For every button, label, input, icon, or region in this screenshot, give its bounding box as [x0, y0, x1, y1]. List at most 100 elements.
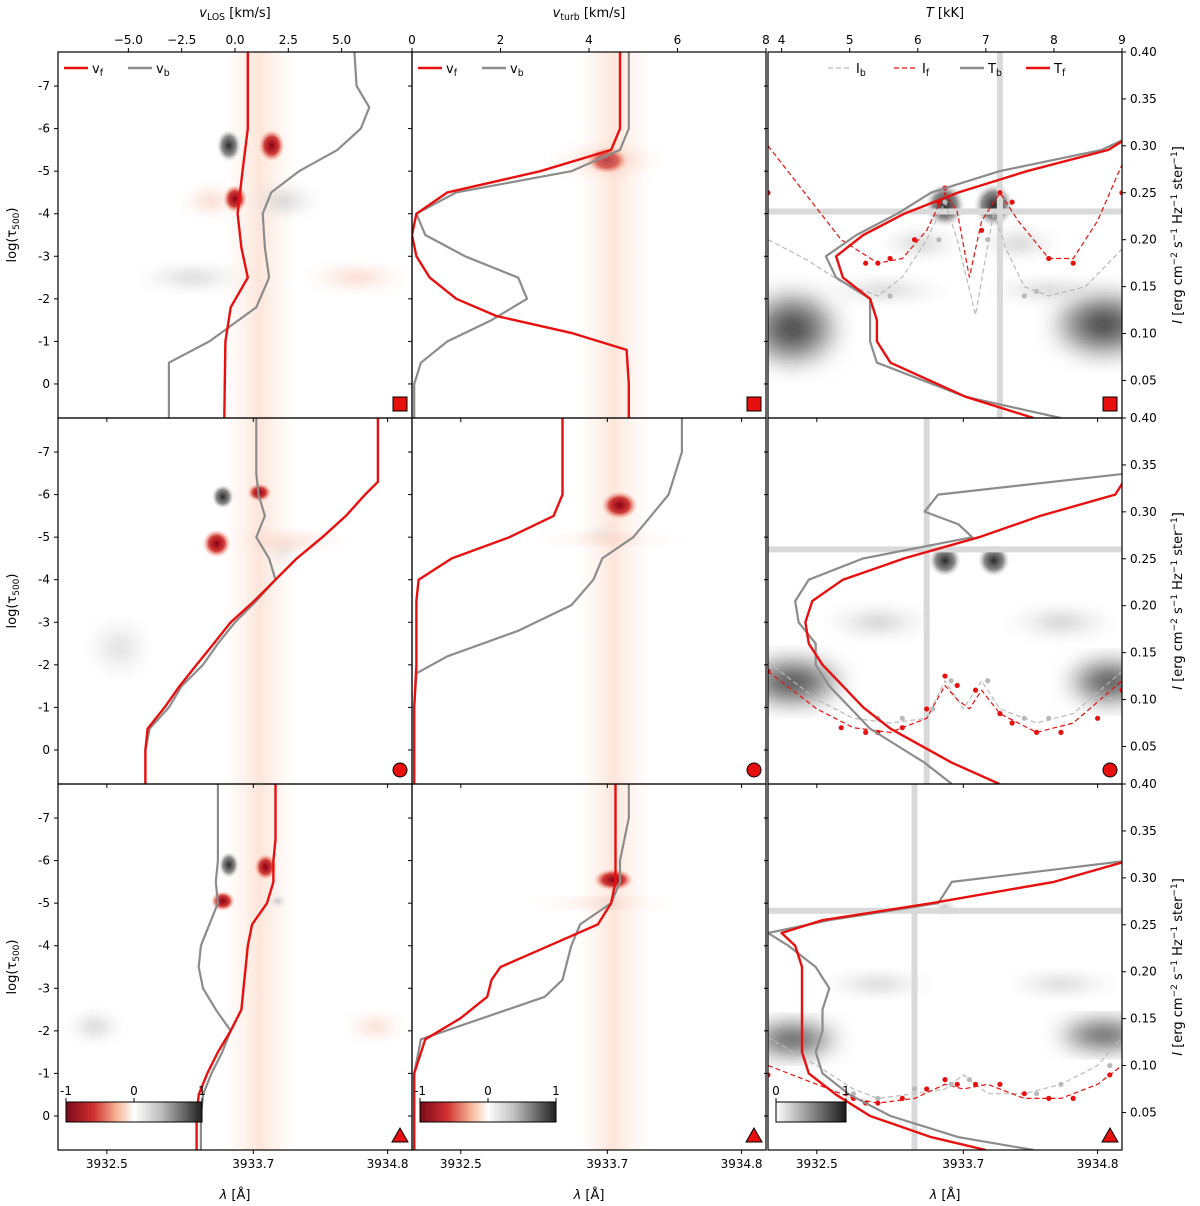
intensity-tick-label: 0.15 [1130, 280, 1157, 294]
intensity-background-point [985, 237, 991, 243]
intensity-front-point [972, 1081, 979, 1087]
intensity-tick-label: 0.10 [1130, 693, 1157, 707]
response-blob [586, 526, 617, 539]
response-blob [768, 1017, 848, 1062]
response-blob [216, 129, 241, 162]
response-blob [302, 263, 412, 292]
intensity-front-point [1058, 729, 1064, 735]
panel-frame [767, 417, 1123, 785]
tau-tick-label: -4 [38, 939, 50, 953]
line-core-band [222, 784, 297, 1150]
intensity-tick-label: 0.15 [1130, 1012, 1157, 1026]
intensity-background-point [1094, 696, 1101, 703]
tau-tick-label: -1 [38, 700, 50, 714]
panel-2-3-background [768, 544, 1122, 712]
temperature-front-line [834, 139, 1122, 418]
triangle-marker-icon [1101, 1126, 1119, 1143]
response-blob [768, 651, 853, 712]
y-axis-label-tau: log(τ500) [5, 940, 22, 995]
top-axis-tick-label: −5.0 [114, 33, 143, 47]
vlos-front-line [195, 784, 277, 1150]
intensity-background-point [1107, 696, 1113, 703]
triangle-marker-icon [391, 1126, 409, 1143]
circle-marker-icon [1102, 762, 1118, 778]
tau-tick-label: -2 [38, 292, 50, 306]
tau-tick-label: -4 [38, 573, 50, 587]
vlos-background-line [197, 784, 232, 1150]
intensity-front-point [899, 725, 905, 731]
vturb-front-line [413, 418, 564, 784]
y-axis-label-intensity: I [erg cm−2 s−1 Hz−1 ster−1] [1170, 146, 1186, 324]
intensity-front-point [1009, 720, 1015, 726]
circle-marker-icon [392, 762, 408, 778]
tau-tick-label: -5 [38, 896, 50, 910]
response-blob [929, 544, 961, 577]
response-blob [247, 483, 272, 502]
panel-1-1-lines [167, 52, 371, 418]
top-axis-tick-label: 4 [778, 33, 786, 47]
response-blob [973, 183, 1014, 228]
legend-label: vf [92, 62, 104, 79]
intensity-background-line [768, 1036, 1122, 1099]
line-core-band [222, 418, 297, 784]
intensity-front-point [875, 260, 881, 266]
intensity-background-point [1046, 715, 1052, 721]
response-blob [978, 276, 1119, 305]
tau-tick-label: -2 [38, 658, 50, 672]
top-axis-tick-label: 4 [585, 33, 593, 47]
legend-label: vb [510, 62, 524, 79]
lambda-tick-label: 3932.5 [440, 1157, 482, 1171]
top-axis-tick-label: 9 [1118, 33, 1126, 47]
response-blob [89, 617, 150, 678]
circle-marker-icon [746, 762, 762, 778]
colorbar-tick-label: 1 [198, 1084, 206, 1098]
response-blob [267, 893, 288, 910]
legend-label: Ib [856, 62, 866, 79]
intensity-tick-label: 0.05 [1130, 373, 1157, 387]
panel-2-1-lines [144, 418, 380, 784]
panel-3-2-background [521, 784, 682, 1150]
response-blob [210, 891, 235, 912]
tau-tick-label: -1 [38, 334, 50, 348]
tau-tick-label: -5 [38, 164, 50, 178]
legend: vf vb [418, 62, 524, 79]
intensity-tick-label: 0.20 [1130, 965, 1157, 979]
panel-3-3-background [768, 897, 1122, 1062]
tau-tick-label: -5 [38, 530, 50, 544]
square-marker-icon [746, 396, 762, 412]
intensity-front-point [1046, 255, 1052, 262]
y-axis-label-tau: log(τ500) [5, 208, 22, 263]
intensity-front-point [979, 227, 985, 233]
colorbar: -1 0 1 [414, 1084, 560, 1123]
legend-label: Tb [987, 62, 1002, 79]
colorbar-gradient [775, 1101, 847, 1123]
colorbar-gradient [419, 1101, 557, 1123]
tau-tick-label: -6 [38, 122, 50, 136]
response-blob [817, 602, 938, 643]
intensity-front-line [768, 670, 1122, 733]
response-blob [977, 544, 1010, 577]
intensity-front-point [1009, 199, 1015, 205]
colorbar-tick-label: -1 [60, 1084, 72, 1098]
top-axis-tick-label: −2.5 [167, 33, 196, 47]
intensity-background-point [1021, 715, 1027, 721]
legend-label: If [922, 62, 930, 79]
intensity-front-point [1070, 1095, 1076, 1101]
panel-frame [767, 783, 1123, 1151]
intensity-background-point [1033, 1091, 1040, 1097]
response-blob [218, 851, 239, 878]
response-blob [973, 225, 1064, 262]
colorbar: -1 0 1 [60, 1084, 206, 1123]
intensity-background-point [887, 293, 893, 299]
top-axis-tick-label: 0 [408, 33, 416, 47]
top-axis-label: vturb [km/s] [553, 6, 626, 23]
colorbar-tick-label: 1 [552, 1084, 560, 1098]
intensity-background-point [948, 1081, 954, 1087]
tau-tick-label: -7 [38, 811, 50, 825]
intensity-front-point [1119, 687, 1122, 693]
colorbar-tick-label: -1 [414, 1084, 426, 1098]
intensity-front-point [838, 725, 844, 731]
tau-tick-label: 0 [42, 377, 50, 391]
intensity-front-point [1021, 1091, 1027, 1097]
intensity-background-point [1107, 1062, 1113, 1069]
